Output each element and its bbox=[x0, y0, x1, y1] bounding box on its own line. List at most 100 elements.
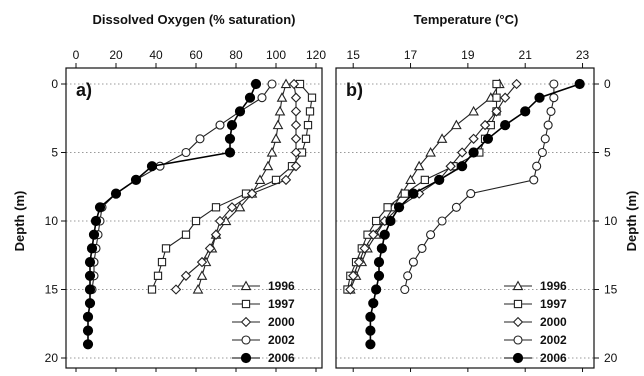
data-point bbox=[529, 175, 539, 185]
data-point bbox=[385, 215, 396, 227]
data-point bbox=[549, 93, 559, 103]
data-point bbox=[211, 203, 221, 212]
series-1997 bbox=[343, 79, 501, 294]
data-point bbox=[94, 202, 106, 213]
data-point bbox=[290, 92, 302, 103]
data-point bbox=[373, 270, 385, 281]
data-point bbox=[254, 174, 266, 184]
data-point bbox=[468, 133, 479, 144]
data-point bbox=[348, 270, 359, 281]
data-point bbox=[468, 105, 479, 116]
data-point bbox=[224, 147, 236, 158]
legend-label: 1996 bbox=[540, 279, 567, 293]
legend-label: 2006 bbox=[268, 351, 295, 365]
data-point bbox=[192, 283, 204, 294]
data-point bbox=[403, 271, 413, 281]
y-tick-label: 5 bbox=[51, 146, 58, 160]
x-tick-label: 20 bbox=[109, 48, 123, 62]
legend-marker bbox=[513, 299, 523, 309]
data-point bbox=[181, 147, 191, 158]
series-line bbox=[349, 83, 518, 290]
y-tick-label: 10 bbox=[604, 214, 618, 228]
legend-label: 2006 bbox=[540, 351, 567, 365]
data-point bbox=[226, 120, 238, 131]
series-line bbox=[197, 83, 287, 290]
data-point bbox=[195, 134, 205, 144]
data-point bbox=[210, 229, 222, 240]
data-point bbox=[371, 284, 382, 295]
data-point bbox=[82, 339, 94, 350]
y-tick-label: 0 bbox=[604, 77, 611, 91]
y-tick-label: 20 bbox=[45, 351, 59, 365]
data-point bbox=[434, 174, 445, 185]
data-point bbox=[457, 161, 468, 172]
series-2006 bbox=[82, 78, 262, 350]
data-point bbox=[492, 79, 501, 89]
legend-marker bbox=[241, 335, 251, 345]
legend-label: 2002 bbox=[268, 333, 295, 347]
data-point bbox=[451, 202, 461, 212]
legend-label: 2000 bbox=[268, 315, 295, 329]
data-point bbox=[491, 106, 502, 117]
data-point bbox=[84, 298, 96, 309]
data-point bbox=[365, 311, 376, 322]
data-point bbox=[280, 78, 292, 89]
series-2000 bbox=[170, 78, 302, 295]
panel-label: a) bbox=[76, 80, 92, 100]
legend-label: 1997 bbox=[268, 297, 295, 311]
data-point bbox=[417, 243, 427, 253]
data-point bbox=[214, 215, 226, 227]
legend-marker bbox=[240, 316, 252, 328]
series-1996 bbox=[344, 78, 505, 294]
legend-label: 1997 bbox=[540, 297, 567, 311]
series-line bbox=[151, 83, 313, 290]
y-tick-label: 10 bbox=[45, 214, 59, 228]
data-point bbox=[437, 216, 447, 226]
data-point bbox=[224, 133, 236, 144]
data-point bbox=[147, 285, 157, 294]
x-tick-label: 21 bbox=[519, 48, 533, 62]
data-point bbox=[274, 105, 286, 116]
data-point bbox=[157, 257, 167, 267]
data-point bbox=[436, 133, 448, 143]
data-point bbox=[266, 146, 278, 157]
data-point bbox=[290, 106, 302, 117]
data-point bbox=[146, 161, 158, 172]
data-point bbox=[543, 120, 553, 130]
y-tick-label: 20 bbox=[604, 351, 618, 365]
data-point bbox=[84, 284, 96, 295]
chart-title: Dissolved Oxygen (% saturation) bbox=[93, 12, 296, 27]
chart-title: Temperature (°C) bbox=[414, 12, 519, 27]
data-point bbox=[520, 106, 531, 117]
data-point bbox=[267, 79, 277, 89]
legend-marker bbox=[240, 352, 252, 364]
x-tick-label: 60 bbox=[189, 48, 203, 62]
data-point bbox=[130, 174, 142, 185]
data-point bbox=[290, 161, 302, 172]
data-point bbox=[482, 133, 494, 144]
data-point bbox=[84, 270, 96, 281]
y-axis-label: Depth (m) bbox=[12, 191, 27, 252]
data-point bbox=[272, 119, 284, 130]
x-tick-label: 40 bbox=[149, 48, 163, 62]
data-point bbox=[499, 92, 511, 103]
data-point bbox=[532, 161, 542, 171]
x-tick-label: 0 bbox=[73, 48, 80, 62]
x-tick-label: 120 bbox=[306, 48, 326, 62]
data-point bbox=[181, 230, 191, 239]
y-axis-label: Depth (m) bbox=[624, 191, 639, 252]
plot-frame bbox=[65, 67, 323, 369]
data-point bbox=[413, 160, 425, 171]
data-point bbox=[196, 270, 208, 280]
data-point bbox=[549, 79, 559, 89]
data-point bbox=[303, 120, 313, 130]
data-point bbox=[445, 161, 456, 172]
data-point bbox=[84, 257, 96, 268]
data-point bbox=[262, 160, 274, 171]
data-point bbox=[226, 202, 238, 213]
x-tick-label: 23 bbox=[576, 48, 590, 62]
series-line bbox=[349, 83, 500, 290]
x-tick-label: 80 bbox=[229, 48, 243, 62]
data-point bbox=[345, 284, 356, 295]
